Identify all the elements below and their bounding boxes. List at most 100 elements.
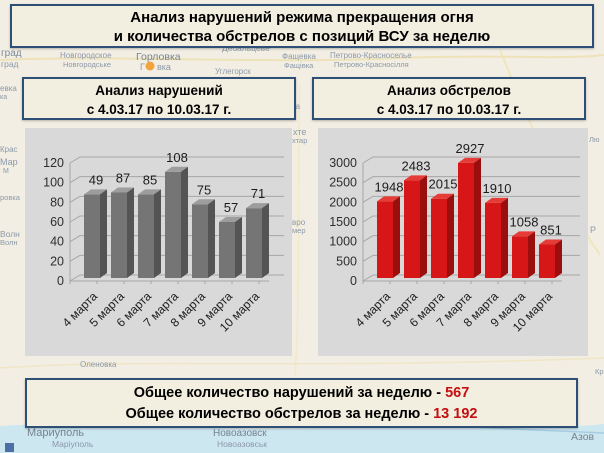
- map-pin-square: [5, 443, 14, 452]
- gridline: [69, 156, 284, 164]
- bar-side: [501, 197, 508, 278]
- bar-value-label: 87: [116, 170, 130, 185]
- title-line-1: Анализ нарушений режима прекращения огня: [130, 9, 474, 26]
- y-axis-tick-label: 2500: [329, 176, 357, 190]
- map-label: Волн: [0, 238, 18, 247]
- bar-top: [138, 189, 161, 195]
- bar-top: [404, 175, 427, 181]
- map-label: Мар: [0, 157, 18, 167]
- violations-header-line-1: Анализ нарушений: [95, 83, 223, 98]
- gridline: [69, 254, 284, 262]
- bar-value-label: 2927: [456, 141, 485, 156]
- map-label: хте: [293, 127, 307, 137]
- map-label: Волн: [0, 229, 20, 239]
- map-label: ровка: [0, 193, 20, 202]
- map-label: Петрово-Красносілля: [334, 60, 409, 69]
- gorlovka-marker: [145, 61, 155, 71]
- map-label: Маріуполь: [52, 439, 94, 449]
- title-line-2: и количества обстрелов с позиций ВСУ за …: [113, 28, 491, 45]
- gridline: [362, 215, 580, 223]
- map-label: ка: [292, 102, 301, 111]
- bar-side: [235, 216, 242, 278]
- shellings-header: Анализ обстрелов с 4.03.17 по 10.03.17 г…: [312, 77, 586, 120]
- y-axis-tick-label: 2000: [329, 195, 357, 209]
- bar: [246, 208, 262, 278]
- road: [0, 54, 604, 62]
- bar-side: [393, 196, 400, 278]
- bar: [458, 162, 474, 278]
- bar-top: [431, 193, 454, 199]
- map-label: Г: [140, 62, 145, 72]
- bar-side: [447, 193, 454, 278]
- bar-top: [485, 197, 508, 203]
- bar: [138, 194, 154, 278]
- map-label: Мариуполь: [27, 427, 85, 439]
- bar: [84, 194, 100, 278]
- bar-value-label: 2015: [429, 177, 458, 192]
- bar-top: [512, 231, 535, 237]
- map-label: Дебальцеве: [222, 43, 270, 53]
- bar-top: [539, 239, 562, 245]
- map-label: вка: [157, 62, 171, 72]
- gridline: [69, 274, 284, 282]
- map-label: вро: [292, 218, 306, 227]
- map-label: Новгородское: [60, 51, 112, 60]
- gridline: [362, 235, 580, 243]
- bar-side: [420, 175, 427, 278]
- gridline: [362, 156, 580, 164]
- road: [0, 357, 604, 369]
- y-axis-tick-label: 100: [43, 176, 64, 190]
- bar: [192, 204, 208, 278]
- bar: [111, 192, 127, 278]
- gridline: [69, 195, 284, 203]
- gridline: [69, 235, 284, 243]
- bar-top: [377, 196, 400, 202]
- y-axis-tick-label: 120: [43, 156, 64, 170]
- y-axis-tick-label: 500: [336, 254, 357, 268]
- road: [294, 84, 301, 376]
- map-label: М: [3, 168, 9, 175]
- title-banner: Анализ нарушений режима прекращения огня…: [10, 4, 594, 48]
- bar-side: [181, 166, 188, 278]
- bar-top: [219, 216, 242, 222]
- bar-value-label: 2483: [402, 158, 431, 173]
- bar: [404, 180, 420, 278]
- bar-value-label: 851: [540, 223, 562, 238]
- bar-value-label: 1948: [375, 179, 404, 194]
- map-label: хтар: [292, 136, 308, 145]
- map-label: евка: [0, 84, 17, 93]
- shellings-header-line-1: Анализ обстрелов: [387, 83, 511, 98]
- bar-value-label: 75: [197, 182, 211, 197]
- bar-value-label: 71: [251, 186, 265, 201]
- map-label: Р: [590, 225, 597, 235]
- bar-value-label: 108: [166, 150, 188, 165]
- bar: [512, 236, 528, 278]
- bar-side: [528, 231, 535, 278]
- bar-top: [111, 187, 134, 193]
- summary-line-1-label: Общее количество нарушений за неделю -: [133, 385, 442, 401]
- map-label: ка: [0, 94, 8, 101]
- summary-line-2: Общее количество обстрелов за неделю - 1…: [27, 404, 576, 425]
- violations-header: Анализ нарушений с 4.03.17 по 10.03.17 г…: [22, 77, 296, 120]
- sea: [0, 424, 604, 453]
- bar-side: [474, 157, 481, 278]
- summary-line-2-value: 13 192: [433, 406, 478, 422]
- map-label: Новгородське: [63, 60, 112, 69]
- map-label: Горловка: [136, 51, 181, 63]
- gridline: [362, 254, 580, 262]
- y-axis-tick-label: 40: [50, 235, 64, 249]
- bar-side: [262, 203, 269, 278]
- map-label: Кр: [595, 367, 604, 376]
- bar-side: [208, 199, 215, 278]
- gridline: [69, 215, 284, 223]
- bar-side: [100, 189, 107, 278]
- summary-banner: Общее количество нарушений за неделю - 5…: [25, 378, 578, 428]
- bar-side: [154, 189, 161, 278]
- map-label: Фащевка: [282, 52, 316, 61]
- shellings-header-line-2: с 4.03.17 по 10.03.17 г.: [376, 102, 522, 117]
- bar: [485, 202, 501, 278]
